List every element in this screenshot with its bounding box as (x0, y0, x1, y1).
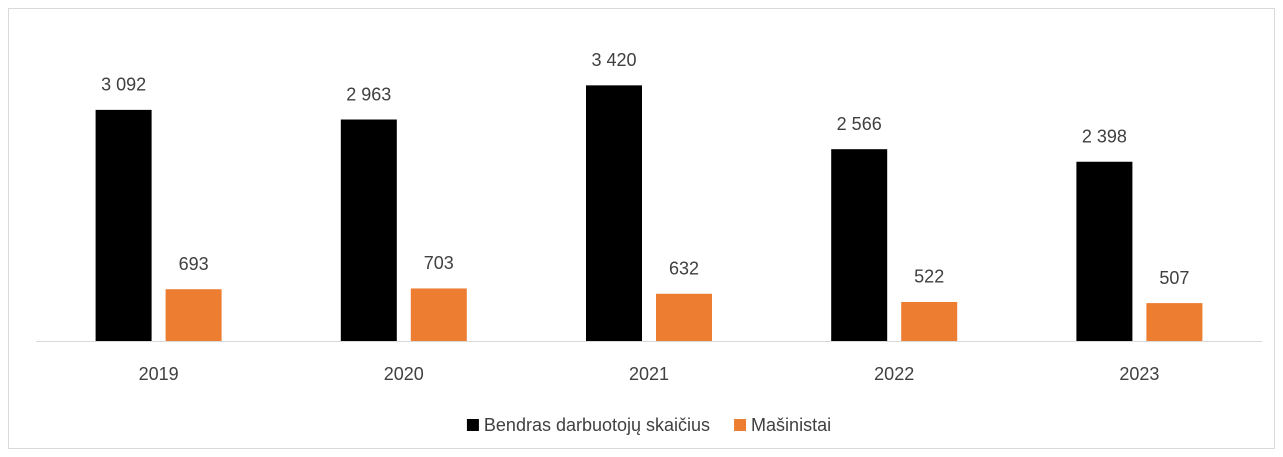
x-tick-label: 2022 (874, 364, 914, 384)
legend: Bendras darbuotojų skaičius Mašinistai (466, 415, 831, 435)
data-label: 507 (1159, 268, 1189, 288)
bar (95, 109, 152, 341)
x-tick-label: 2023 (1119, 364, 1159, 384)
data-label: 2 963 (346, 84, 391, 104)
data-label: 522 (914, 267, 944, 287)
bar (831, 149, 888, 341)
legend-item: Mašinistai (734, 415, 831, 435)
x-tick-label: 2019 (139, 364, 179, 384)
legend-label: Bendras darbuotojų skaičius (484, 415, 710, 435)
bar (410, 288, 467, 341)
x-tick-label: 2021 (629, 364, 669, 384)
data-label: 632 (669, 259, 699, 279)
bar (901, 301, 958, 341)
bar (165, 289, 222, 341)
legend-swatch (466, 419, 479, 431)
data-label: 2 566 (837, 114, 882, 134)
bar (586, 85, 642, 341)
data-label: 2 398 (1082, 126, 1127, 146)
bar (340, 119, 397, 341)
data-label: 3 092 (101, 75, 146, 95)
data-label: 3 420 (591, 50, 636, 70)
x-tick-label: 2020 (384, 364, 424, 384)
bar (656, 293, 712, 341)
bar (1146, 303, 1203, 341)
legend-swatch (734, 419, 747, 431)
data-label: 693 (179, 254, 209, 274)
data-label: 703 (424, 253, 454, 273)
bar (1076, 161, 1133, 341)
legend-item: Bendras darbuotojų skaičius (466, 415, 710, 435)
legend-label: Mašinistai (751, 415, 831, 435)
